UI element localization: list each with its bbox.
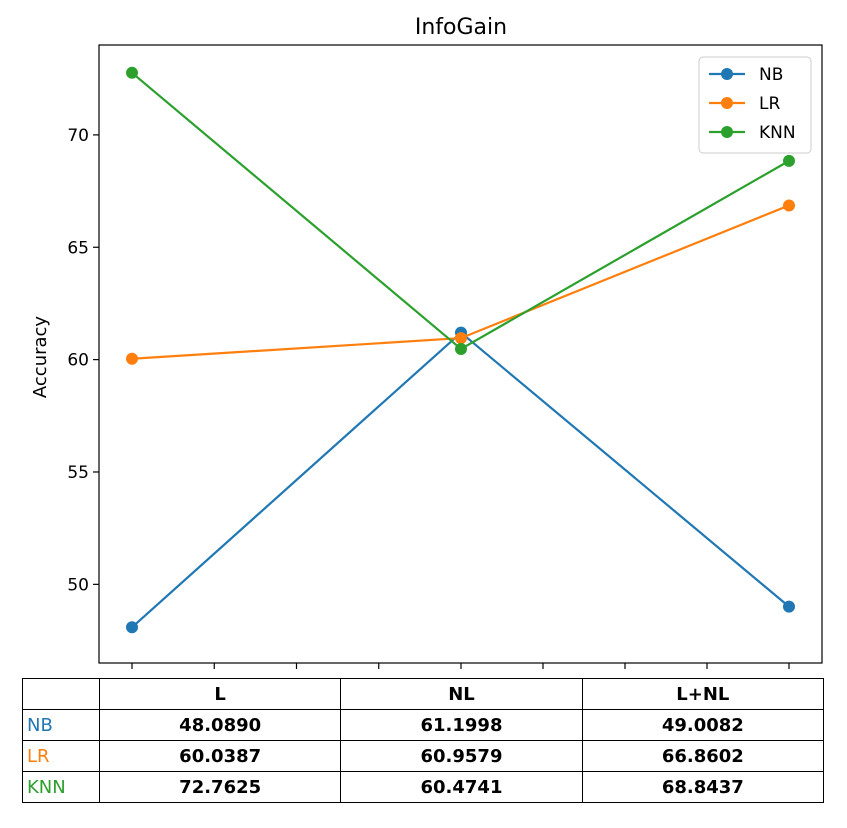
table-cell: 48.0890 [98, 709, 342, 741]
legend-label-lr: LR [759, 94, 780, 114]
legend-marker-knn [721, 126, 733, 138]
series-line-nb [131, 331, 790, 629]
column-header: L+NL [581, 678, 825, 710]
chart-title: InfoGain [415, 15, 507, 40]
row-label-knn: KNN [22, 771, 100, 803]
data-table: L NL L+NL NB 48.0890 61.1998 49.0082 LR … [22, 678, 825, 803]
data-point-nb [783, 600, 795, 613]
table-cell: 60.4741 [340, 771, 583, 803]
data-point-knn [126, 66, 138, 79]
y-axis-ticks: 50 55 60 65 70 [67, 126, 99, 595]
row-label-nb: NB [22, 709, 100, 741]
y-tick-label: 60 [67, 351, 89, 371]
y-tick-label: 50 [67, 575, 89, 595]
x-axis-ticks [131, 663, 790, 669]
series-layer [126, 66, 795, 634]
table-row: NB 48.0890 61.1998 49.0082 [22, 709, 825, 741]
y-tick-label: 70 [67, 126, 89, 146]
data-point-knn [455, 342, 467, 355]
y-tick-label: 65 [67, 238, 89, 258]
table-cell: 66.8602 [581, 740, 825, 772]
legend-marker-nb [721, 68, 733, 80]
data-point-knn [783, 154, 795, 167]
table-row: LR 60.0387 60.9579 66.8602 [22, 740, 825, 772]
column-header: NL [340, 678, 583, 710]
table-cell: 72.7625 [98, 771, 342, 803]
data-point-lr [126, 352, 138, 365]
table-row: KNN 72.7625 60.4741 68.8437 [22, 771, 825, 803]
table-cell: 49.0082 [581, 709, 825, 741]
y-axis-label: Accuracy [30, 316, 51, 399]
legend-label-knn: KNN [759, 123, 796, 143]
table-header-row: L NL L+NL [22, 678, 825, 710]
line-chart: InfoGain Accuracy 50 55 60 65 70 NB LR KNN [30, 15, 823, 669]
row-label-lr: LR [22, 740, 100, 772]
table-cell: 61.1998 [340, 709, 583, 741]
table-cell: 68.8437 [581, 771, 825, 803]
data-point-nb [126, 621, 138, 634]
table-corner-cell [22, 678, 100, 710]
y-tick-label: 55 [67, 463, 89, 483]
legend: NB LR KNN [698, 56, 812, 154]
data-point-lr [783, 199, 795, 212]
legend-label-nb: NB [759, 65, 783, 85]
legend-marker-lr [721, 97, 733, 109]
series-line-knn [131, 71, 790, 351]
table-cell: 60.9579 [340, 740, 583, 772]
data-point-lr [455, 332, 467, 345]
table-cell: 60.0387 [98, 740, 342, 772]
column-header: L [98, 678, 342, 710]
